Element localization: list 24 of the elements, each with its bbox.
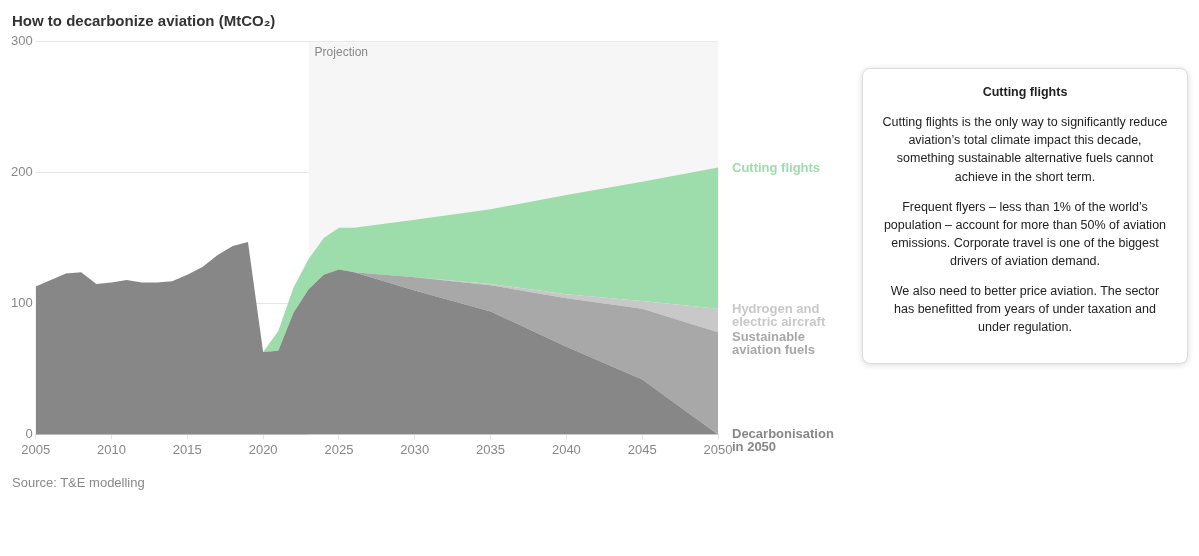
- x-tick-label: 2050: [703, 441, 733, 457]
- y-tick-label: 300: [10, 33, 33, 49]
- text: We also need to better price aviation. The sector has benefitted from years of under taxation and under regulation.: [889, 283, 1161, 337]
- x-tick-label: 2040: [551, 441, 581, 457]
- text: Cutting flights: [981, 84, 1069, 101]
- text: Cutting flights is the only way to significantly reduce aviation’s total climate impact this decade, something sustainable alternative fuels cannot achieve in the short term.: [881, 114, 1169, 186]
- band-label: Projection: [314, 45, 368, 60]
- series-label: Sustainable aviation fuels: [732, 328, 816, 357]
- x-tick-label: 2010: [97, 441, 126, 457]
- x-tick-label: 2005: [21, 441, 51, 457]
- y-tick-label: 200: [10, 164, 33, 180]
- x-tick-label: 2045: [627, 441, 657, 457]
- x-tick-label: 2035: [476, 441, 506, 457]
- y-tick-label: 100: [10, 295, 33, 311]
- series-label: Cutting flights: [732, 159, 821, 175]
- text: Frequent flyers – less than 1% of the world’s population – account for more than 50% of aviation emissions. Corporate travel is one of the biggest drivers of aviation demand.: [882, 198, 1168, 270]
- chart-title: How to decarbonize aviation (MtCO₂): [12, 12, 277, 29]
- y-tick-label: 0: [25, 425, 33, 441]
- series-label: Decarbonisation in 2050: [732, 426, 834, 455]
- source-note: Source: T&E modelling: [12, 475, 146, 490]
- x-tick-label: 2020: [248, 441, 278, 457]
- x-tick-label: 2015: [172, 441, 202, 457]
- x-tick-label: 2025: [324, 441, 354, 457]
- x-tick-label: 2030: [400, 441, 430, 457]
